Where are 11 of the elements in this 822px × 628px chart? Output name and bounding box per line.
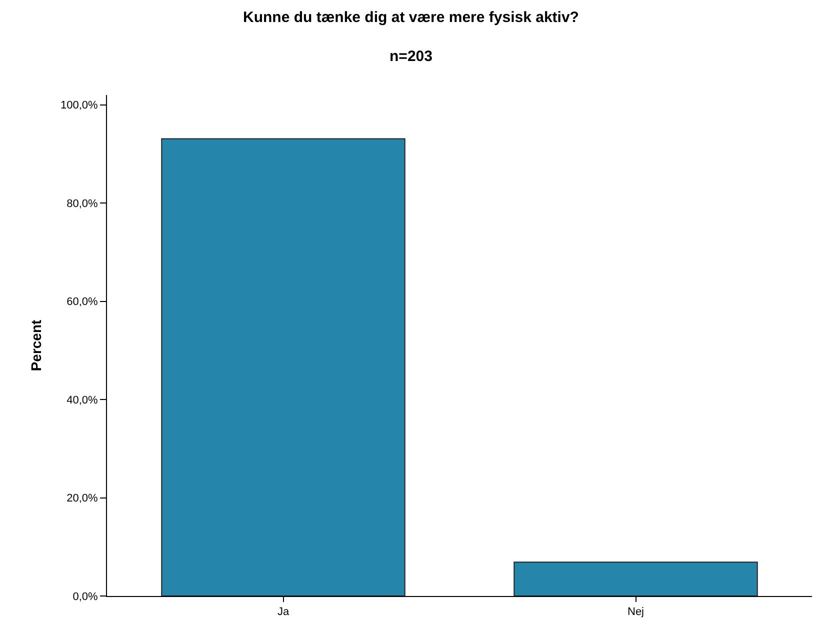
chart-subtitle: n=203 — [390, 48, 432, 65]
y-tick-label: 60,0% — [66, 296, 98, 308]
y-tick-label: 100,0% — [60, 100, 98, 112]
y-tick-label: 40,0% — [66, 394, 98, 406]
x-tick-label: Nej — [627, 606, 644, 618]
y-tick-label: 0,0% — [72, 590, 98, 603]
chart-title: Kunne du tænke dig at være mere fysisk aktiv? — [243, 8, 579, 26]
y-tick-label: 80,0% — [66, 198, 98, 210]
x-tick-label: Ja — [277, 606, 290, 618]
y-tick-label: 20,0% — [66, 492, 98, 505]
y-axis-title: Percent — [28, 319, 44, 372]
